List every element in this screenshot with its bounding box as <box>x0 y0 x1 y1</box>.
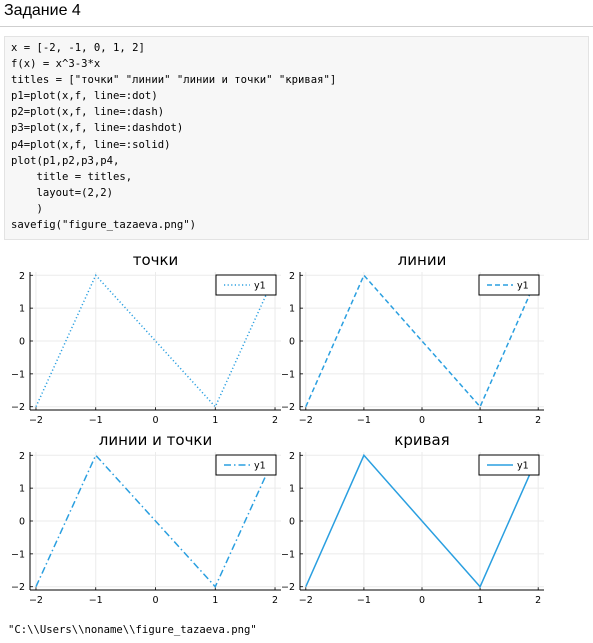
x-tick-label: −1 <box>89 415 103 426</box>
y-tick-label: −2 <box>281 402 295 413</box>
x-tick-label: 2 <box>535 595 541 606</box>
code-line: p2=plot(x,f, line=:dash) <box>11 104 583 120</box>
code-line: p1=plot(x,f, line=:dot) <box>11 88 583 104</box>
code-line: f(x) = x^3-3*x <box>11 56 583 72</box>
y-tick-label: −1 <box>11 369 25 380</box>
x-tick-label: 0 <box>419 595 425 606</box>
legend: y1 <box>216 455 276 475</box>
code-line: titles = ["точки" "линии" "линии и точки… <box>11 72 583 88</box>
y-tick-label: 2 <box>289 451 295 462</box>
y-tick-label: 0 <box>19 337 25 348</box>
x-tick-label: −1 <box>89 595 103 606</box>
subplot-4: кривая −2 −1 0 1 2 2 1 0 −1 −2 y1 <box>281 431 544 606</box>
subplot-2: линии −2 −1 0 1 2 2 1 0 −1 −2 y1 <box>281 251 544 426</box>
y-tick-label: 1 <box>19 484 25 495</box>
legend: y1 <box>479 275 539 295</box>
y-tick-label: −2 <box>281 582 295 593</box>
x-tick-label: 1 <box>212 595 218 606</box>
y-tick-label: 2 <box>19 271 25 282</box>
x-tick-label: 0 <box>152 415 158 426</box>
x-tick-label: −2 <box>29 595 43 606</box>
subplot-1: точки −2 −1 0 1 2 2 1 0 −1 −2 y1 <box>11 251 281 426</box>
x-tick-label: 0 <box>419 415 425 426</box>
legend-label: y1 <box>517 461 529 472</box>
x-tick-label: 2 <box>272 595 278 606</box>
subplot-title: линии и точки <box>99 431 213 449</box>
code-line: savefig("figure_tazaeva.png") <box>11 217 583 233</box>
x-tick-label: −2 <box>299 595 313 606</box>
y-tick-label: −2 <box>11 402 25 413</box>
legend: y1 <box>479 455 539 475</box>
heading-divider <box>0 26 593 27</box>
code-line: x = [-2, -1, 0, 1, 2] <box>11 40 583 56</box>
y-tick-label: 2 <box>289 271 295 282</box>
y-tick-label: 0 <box>289 517 295 528</box>
y-tick-label: −2 <box>11 582 25 593</box>
code-cell[interactable]: x = [-2, -1, 0, 1, 2] f(x) = x^3-3*x title… <box>4 36 589 240</box>
y-tick-label: 1 <box>19 304 25 315</box>
x-tick-label: −1 <box>357 415 371 426</box>
code-line: plot(p1,p2,p3,p4, <box>11 153 583 169</box>
code-line: ) <box>11 201 583 217</box>
code-line: layout=(2,2) <box>11 185 583 201</box>
code-line: p4=plot(x,f, line=:solid) <box>11 137 583 153</box>
subplot-title: точки <box>133 251 179 269</box>
subplot-title: линии <box>398 251 447 269</box>
legend: y1 <box>216 275 276 295</box>
x-tick-label: 2 <box>272 415 278 426</box>
y-tick-label: 1 <box>289 304 295 315</box>
y-tick-label: 0 <box>19 517 25 528</box>
x-tick-label: −2 <box>29 415 43 426</box>
code-line: title = titles, <box>11 169 583 185</box>
x-tick-label: −2 <box>299 415 313 426</box>
code-editor[interactable]: x = [-2, -1, 0, 1, 2] f(x) = x^3-3*x title… <box>11 40 583 233</box>
cell-heading: Задание 4 <box>4 2 81 20</box>
legend-label: y1 <box>517 281 529 292</box>
y-tick-label: −1 <box>281 549 295 560</box>
plot-figure: точки −2 −1 0 1 2 2 1 0 −1 −2 y1 линии −2 −1 0 1 2 2 1 0 −1 −2… <box>0 248 593 618</box>
code-line: p3=plot(x,f, line=:dashdot) <box>11 120 583 136</box>
x-tick-label: 1 <box>212 415 218 426</box>
subplot-3: линии и точки −2 −1 0 1 2 2 1 0 −1 −2 y1 <box>11 431 281 606</box>
legend-label: y1 <box>254 281 266 292</box>
x-tick-label: 1 <box>477 415 483 426</box>
y-tick-label: 1 <box>289 484 295 495</box>
y-tick-label: 2 <box>19 451 25 462</box>
x-tick-label: 2 <box>535 415 541 426</box>
y-tick-label: 0 <box>289 337 295 348</box>
x-tick-label: 1 <box>477 595 483 606</box>
x-tick-label: −1 <box>357 595 371 606</box>
x-tick-label: 0 <box>152 595 158 606</box>
subplot-title: кривая <box>394 431 449 449</box>
y-tick-label: −1 <box>281 369 295 380</box>
output-text: "C:\\Users\\noname\\figure_tazaeva.png" <box>8 624 257 636</box>
y-tick-label: −1 <box>11 549 25 560</box>
legend-label: y1 <box>254 461 266 472</box>
